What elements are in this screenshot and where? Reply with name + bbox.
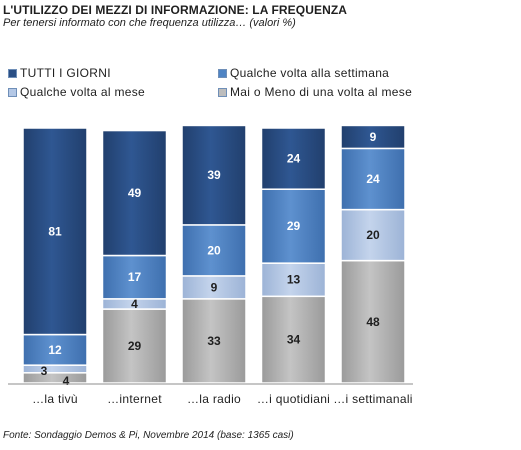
data-label: 24 [287,152,301,166]
bar-segment [340,259,406,384]
bar-segment [181,124,247,226]
data-label: 81 [48,224,62,238]
legend-swatch [8,68,17,78]
legend-label: TUTTI I GIORNI [20,66,111,80]
data-label: 3 [41,364,48,378]
data-label: 17 [128,270,142,284]
data-label: 4 [63,374,70,388]
bar-segment [260,188,327,264]
data-label: 29 [128,339,142,353]
chart-source: Fonte: Sondaggio Demos & Pi, Novembre 20… [3,430,294,441]
data-label: 20 [366,228,380,242]
category-label: …i settimanali [333,392,413,406]
data-label: 48 [366,315,380,329]
chart-subtitle: Per tenersi informato con che frequenza … [3,17,296,29]
legend-label: Qualche volta al mese [20,85,146,99]
data-label: 13 [287,273,301,287]
bar-segment [181,298,247,384]
data-label: 9 [370,130,377,144]
bar-segment [101,308,168,384]
category-label: …la radio [187,392,241,406]
bar-segment [260,127,327,190]
bar-segment [22,372,88,384]
category-label: …la tivù [32,392,78,406]
data-label: 49 [128,186,142,200]
data-label: 4 [131,297,138,311]
data-label: 33 [207,334,221,348]
data-label: 12 [48,343,62,357]
bar-segment [22,364,88,374]
legend: TUTTI I GIORNI Qualche volta alla settim… [0,60,521,100]
bar-segment [340,147,406,211]
legend-label: Mai o Meno di una volta al mese [230,85,413,99]
bar-segment [101,129,168,257]
bar-segment [260,262,327,298]
bar-segment [181,224,247,277]
legend-item-settimana: Qualche volta alla settimana [218,66,389,80]
chart-title: L'UTILIZZO DEI MEZZI DI INFORMAZIONE: LA… [3,3,348,17]
legend-swatch [8,87,17,97]
legend-item-tutti-i-giorni: TUTTI I GIORNI [8,66,111,80]
category-label: …internet [107,392,162,406]
data-label: 9 [211,280,218,294]
legend-item-mese: Qualche volta al mese [8,85,145,99]
data-label: 24 [366,172,380,186]
bar-segment [22,127,88,336]
data-label: 29 [287,219,301,233]
legend-swatch [218,68,227,78]
bar-segment [101,254,168,300]
data-label: 39 [207,168,221,182]
bar-segment [340,124,406,150]
data-label: 20 [207,243,221,257]
legend-item-mai: Mai o Meno di una volta al mese [218,85,412,99]
legend-label: Qualche volta alla settimana [230,66,390,80]
legend-swatch [218,87,227,97]
category-label: …i quotidiani [257,392,330,406]
bar-segment [22,333,88,366]
data-label: 34 [287,333,301,347]
bar-segment [340,208,406,262]
